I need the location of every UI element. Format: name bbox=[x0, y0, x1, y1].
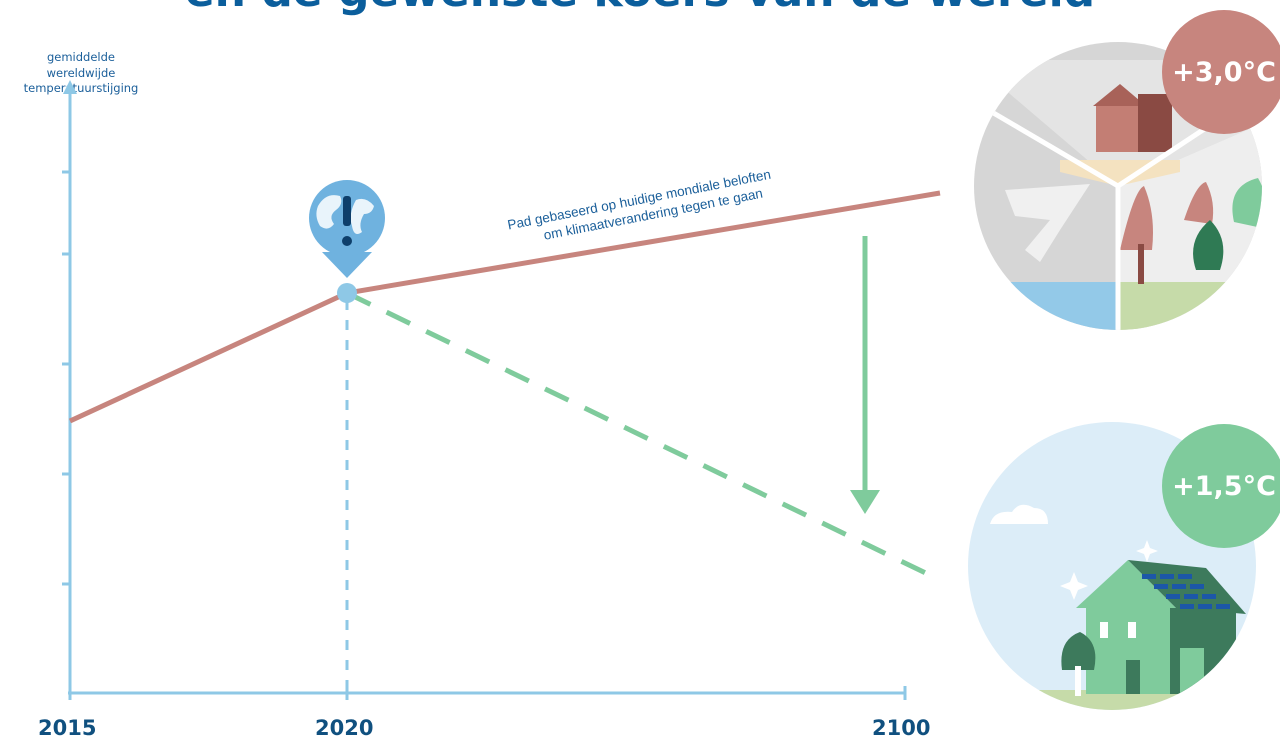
warming-scenario-illustration bbox=[974, 42, 1262, 330]
y-axis-label-line: temperatuurstijging bbox=[23, 81, 139, 95]
high-scenario-badge: +3,0°C bbox=[1162, 10, 1280, 134]
marks bbox=[337, 283, 357, 303]
series-current-path bbox=[68, 190, 941, 424]
page-title: en de gewenste koers van de wereld bbox=[0, 0, 1280, 17]
low-scenario-badge: +1,5°C bbox=[1162, 424, 1280, 548]
series-target-path bbox=[345, 290, 942, 583]
y-axis-label: gemiddelde wereldwijde temperatuurstijgi… bbox=[8, 50, 154, 97]
series-lines bbox=[68, 190, 942, 583]
y-axis-label-line: wereldwijde bbox=[46, 65, 116, 80]
data-point-2020 bbox=[337, 283, 357, 303]
y-axis-arrowhead bbox=[63, 80, 77, 94]
x-tick-label: 2015 bbox=[38, 716, 97, 740]
x-tick-label: 2020 bbox=[315, 716, 374, 740]
path-annotation: Pad gebaseerd op huidige mondiale beloft… bbox=[506, 167, 772, 243]
axes bbox=[62, 80, 907, 700]
globe-exclamation-icon bbox=[309, 180, 385, 278]
x-tick-label: 2100 bbox=[872, 716, 931, 740]
y-axis-label-line: gemiddelde bbox=[46, 50, 116, 64]
reduction-arrow bbox=[850, 236, 880, 514]
